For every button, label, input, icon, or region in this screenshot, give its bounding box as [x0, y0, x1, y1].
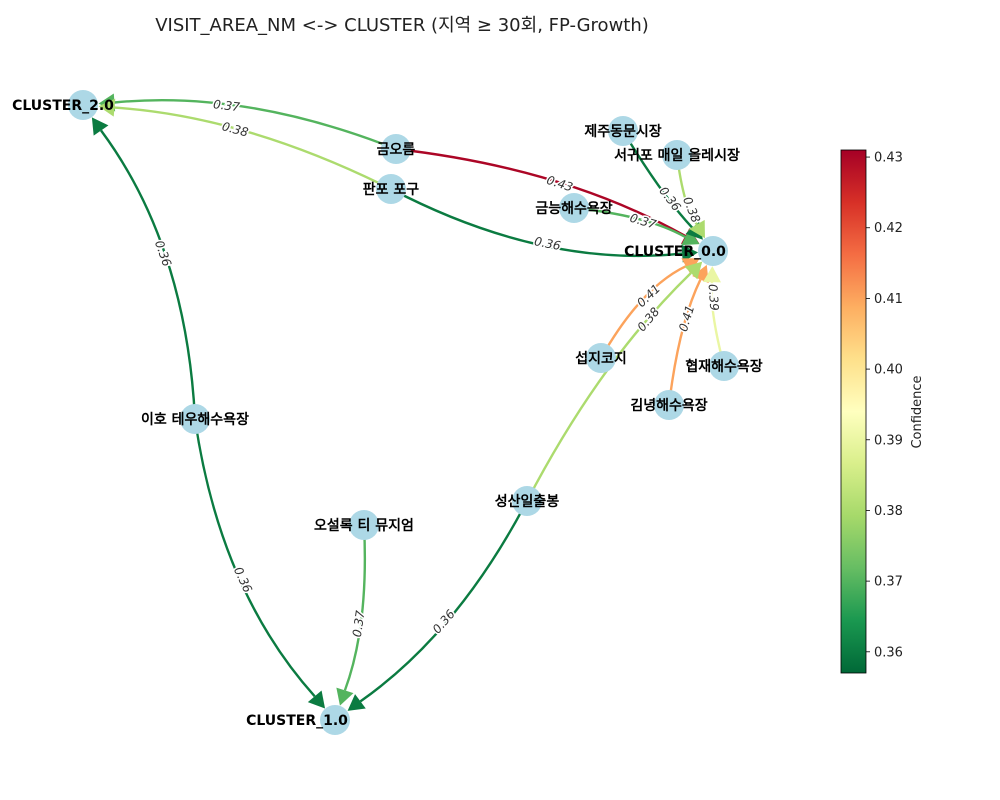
node-label-c2: CLUSTER_2.0: [12, 98, 114, 114]
edge-label-seogwipo-to-c0: 0.38: [680, 195, 703, 225]
node-label-jeju_dongmun: 제주동문시장: [584, 123, 661, 140]
node-panpo: 판포 포구: [363, 174, 420, 204]
node-label-gimnyeong: 김녕해수욕장: [630, 397, 707, 414]
node-label-geumoreum: 금오름: [377, 142, 416, 158]
colorbar-tick-label: 0.36: [874, 645, 903, 660]
edge-iho-to-c1: [193, 418, 316, 698]
edge-label-geumneung-to-c0: 0.37: [628, 211, 658, 232]
node-circle-seopjikoji: [586, 343, 616, 373]
edge-seopjikoji-to-c0: [599, 265, 687, 359]
edge-iho-to-c2: [100, 129, 197, 420]
node-circle-c2: [68, 90, 98, 120]
edges-layer: [91, 93, 726, 711]
edge-label-hyeopjae-to-c0: 0.39: [706, 284, 722, 312]
node-label-seogwipo: 서귀포 매일 올레시장: [614, 147, 740, 164]
node-circle-iho: [180, 404, 210, 434]
colorbar-tick-label: 0.43: [874, 151, 903, 166]
edge-jeju_dongmun-to-c0: [621, 130, 694, 229]
node-seopjikoji: 섭지코지: [575, 343, 627, 373]
node-label-osulloc: 오설록 티 뮤지엄: [314, 518, 414, 534]
colorbar-tick-label: 0.42: [874, 221, 903, 236]
colorbar-tick-label: 0.40: [874, 363, 903, 378]
node-label-c0: CLUSTER_0.0: [624, 244, 726, 260]
node-circle-osulloc: [349, 510, 379, 540]
node-geumneung: 금능해수욕장: [535, 193, 613, 223]
colorbar-ticks: 0.36 0.37 0.38 0.39 0.40 0.41 0.42 0.43: [866, 151, 903, 660]
edge-arrowhead-gimnyeong-to-c0: [692, 264, 709, 284]
node-iho: 이호 테우해수욕장: [141, 404, 249, 434]
node-c2: CLUSTER_2.0: [12, 90, 114, 120]
edge-arrowhead-iho-to-c2: [91, 117, 109, 136]
node-osulloc: 오설록 티 뮤지엄: [314, 510, 414, 540]
node-seongsan: 성산일출봉: [495, 486, 560, 516]
node-label-c1: CLUSTER_1.0: [246, 713, 348, 729]
edge-osulloc-to-c1: [343, 524, 367, 691]
node-geumoreum: 금오름: [377, 134, 416, 164]
edge-label-iho-to-c1: 0.36: [231, 565, 255, 595]
node-c1: CLUSTER_1.0: [246, 705, 350, 735]
edge-arrowhead-panpo-to-c2: [98, 98, 116, 117]
node-jeju_dongmun: 제주동문시장: [584, 116, 662, 146]
node-circle-panpo: [376, 174, 406, 204]
node-circle-hyeopjae: [709, 351, 739, 381]
node-label-hyeopjae: 협재해수욕장: [685, 358, 762, 375]
colorbar-gradient: [840, 149, 867, 674]
edge-arrowhead-seogwipo-to-c0: [689, 219, 705, 239]
edge-label-panpo-to-c2: 0.38: [220, 119, 250, 139]
node-label-panpo: 판포 포구: [363, 182, 420, 198]
edge-arrowhead-seongsan-to-c0: [684, 261, 703, 280]
node-label-geumneung: 금능해수욕장: [535, 200, 612, 217]
edge-panpo-to-c2: [114, 106, 392, 191]
edge-arrowhead-seongsan-to-c1: [347, 694, 366, 711]
edge-seongsan-to-c0: [525, 272, 692, 502]
node-hyeopjae: 협재해수욕장: [685, 351, 763, 381]
edge-arrowhead-panpo-to-c0: [681, 244, 699, 263]
node-label-iho: 이호 테우해수욕장: [141, 411, 249, 428]
edge-label-seongsan-to-c0: 0.38: [634, 304, 662, 334]
node-label-seopjikoji: 섭지코지: [575, 351, 627, 367]
node-circle-c0: [698, 236, 728, 266]
edge-label-iho-to-c2: 0.36: [152, 238, 174, 268]
node-label-seongsan: 성산일출봉: [495, 493, 560, 510]
edge-arrowhead-hyeopjae-to-c0: [702, 266, 721, 283]
edge-seongsan-to-c1: [359, 500, 529, 703]
colorbar-tick-label: 0.37: [874, 575, 903, 590]
node-circle-seogwipo: [662, 140, 692, 170]
edge-labels-layer: 0.370.380.360.430.360.370.360.380.410.41…: [150, 96, 722, 640]
node-circle-jeju_dongmun: [608, 116, 638, 146]
edge-label-gimnyeong-to-c0: 0.41: [676, 304, 697, 334]
colorbar-label: Confidence: [910, 375, 925, 448]
node-seogwipo: 서귀포 매일 올레시장: [614, 140, 740, 170]
node-circle-gimnyeong: [654, 390, 684, 420]
node-c0: CLUSTER_0.0: [624, 236, 728, 266]
colorbar-tick-label: 0.39: [874, 433, 903, 448]
edge-geumoreum-to-c0: [395, 147, 686, 238]
edge-gimnyeong-to-c0: [667, 279, 702, 406]
colorbar: 0.36 0.37 0.38 0.39 0.40 0.41 0.42 0.43 Confide…: [840, 149, 925, 674]
edge-arrowhead-geumneung-to-c0: [681, 228, 700, 246]
node-circle-c1: [320, 705, 350, 735]
node-circle-seongsan: [512, 486, 542, 516]
edge-label-geumoreum-to-c0: 0.43: [545, 173, 575, 195]
node-gimnyeong: 김녕해수욕장: [630, 390, 708, 420]
edge-geumoreum-to-c2: [114, 98, 397, 151]
edge-label-panpo-to-c0: 0.36: [533, 234, 562, 253]
edge-geumneung-to-c0: [573, 206, 686, 239]
edge-label-geumoreum-to-c2: 0.37: [212, 97, 241, 114]
edge-label-osulloc-to-c1: 0.37: [350, 609, 368, 638]
edge-arrowhead-iho-to-c1: [307, 690, 326, 709]
colorbar-tick-label: 0.41: [874, 292, 903, 307]
colorbar-tick-label: 0.38: [874, 504, 903, 519]
edge-panpo-to-c0: [390, 187, 683, 258]
edge-label-jeju_dongmun-to-c0: 0.36: [656, 184, 684, 214]
edge-arrowhead-osulloc-to-c1: [336, 687, 354, 706]
edge-label-seongsan-to-c1: 0.36: [430, 607, 458, 637]
chart-title: VISIT_AREA_NM <-> CLUSTER (지역 ≥ 30회, FP-…: [155, 15, 649, 36]
node-circle-geumneung: [559, 193, 589, 223]
node-circle-geumoreum: [381, 134, 411, 164]
